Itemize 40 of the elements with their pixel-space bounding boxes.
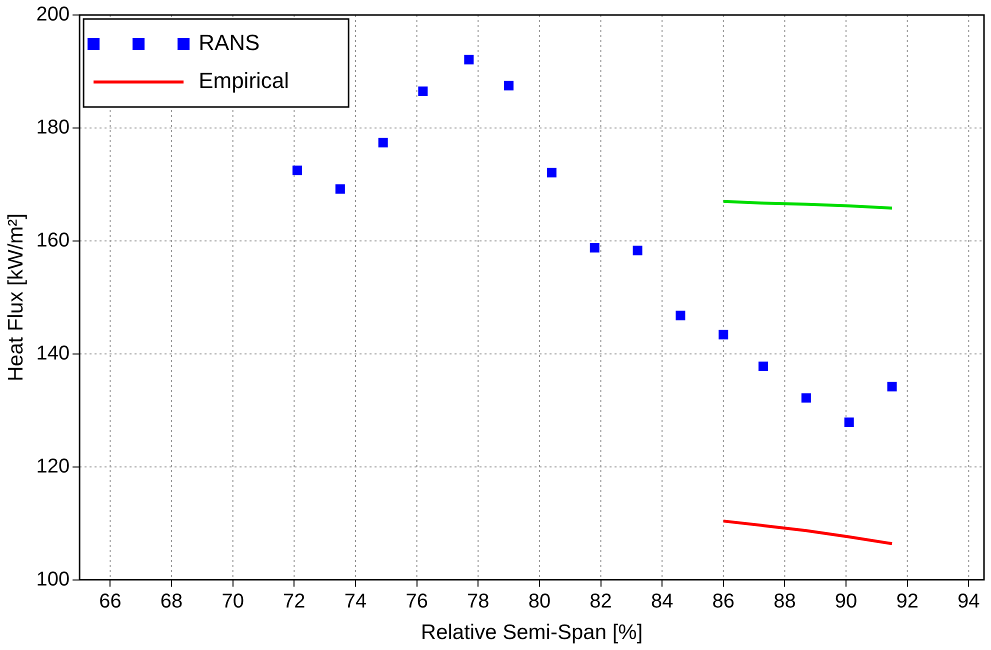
x-tick-label: 68 <box>160 590 183 612</box>
x-tick-label: 84 <box>650 590 674 612</box>
y-tick-label: 100 <box>36 568 70 590</box>
y-tick-label: 120 <box>36 455 70 478</box>
point <box>632 246 642 256</box>
y-axis-title: Heat Flux [kW/m²] <box>4 213 28 382</box>
point <box>887 382 897 392</box>
x-tick-label: 66 <box>99 590 122 612</box>
point <box>504 80 514 90</box>
point <box>464 54 474 64</box>
point <box>590 242 600 252</box>
legend-label: Empirical <box>198 68 290 94</box>
y-tick-label: 200 <box>36 4 70 26</box>
x-axis-title: Relative Semi-Span [%] <box>420 621 643 644</box>
y-tick-label: 140 <box>36 342 70 364</box>
point <box>292 166 302 176</box>
x-tick-label: 72 <box>283 590 306 612</box>
point <box>335 184 345 194</box>
point <box>418 86 428 96</box>
x-tick-label: 74 <box>344 590 367 612</box>
x-tick-label: 76 <box>406 590 428 612</box>
point <box>844 417 854 427</box>
y-tick-label: 160 <box>36 229 70 252</box>
x-tick-label: 82 <box>590 590 612 612</box>
x-tick-label: 78 <box>467 590 490 612</box>
y-tick-label: 180 <box>36 116 70 138</box>
x-tick-label: 94 <box>958 590 980 612</box>
x-tick-label: 92 <box>896 590 918 612</box>
point <box>758 362 768 372</box>
point <box>378 138 388 148</box>
point <box>801 393 811 403</box>
x-tick-label: 86 <box>712 590 735 612</box>
x-tick-label: 70 <box>222 590 244 612</box>
legend-label: RANS <box>198 30 260 56</box>
point <box>676 310 686 320</box>
x-tick-label: 88 <box>774 590 796 612</box>
point <box>718 330 728 340</box>
x-tick-label: 90 <box>834 590 858 612</box>
point <box>546 168 556 178</box>
x-tick-label: 80 <box>528 590 551 612</box>
